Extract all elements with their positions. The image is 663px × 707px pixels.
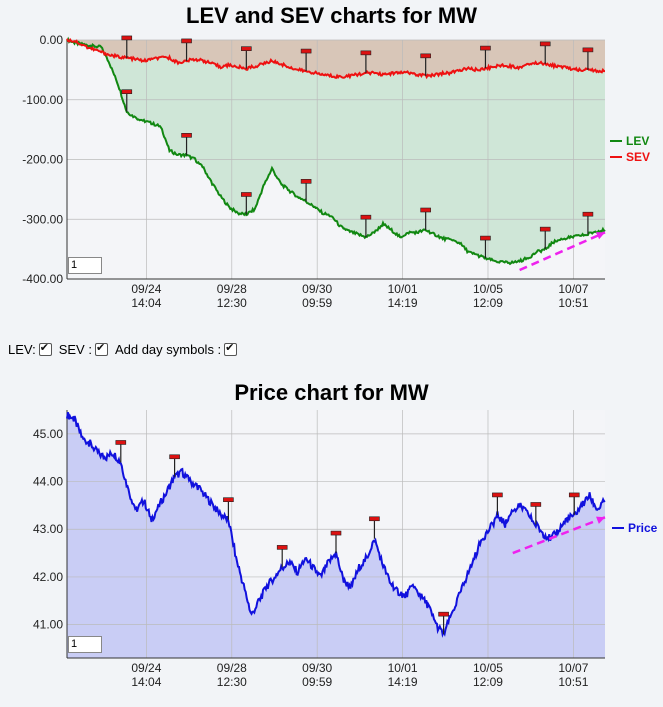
day-marker-icon: [181, 133, 192, 156]
x-tick-label: 09/24: [131, 661, 161, 675]
price-zoom-input[interactable]: 1: [68, 636, 102, 653]
lev-checkbox[interactable]: [38, 341, 52, 356]
y-tick-label: -100.00: [22, 93, 63, 107]
day-marker-icon: [369, 516, 380, 539]
sev-series-line: [66, 37, 606, 80]
day-marker-icon: [181, 38, 192, 61]
day-marker-icon: [121, 35, 133, 58]
day-symbols-checkbox[interactable]: [224, 341, 238, 356]
day-marker-icon: [169, 454, 180, 477]
day-marker-icon: [539, 226, 551, 250]
day-marker-icon: [492, 492, 503, 515]
x-tick-label: 14:04: [131, 296, 161, 310]
x-tick-label: 10/05: [473, 661, 503, 675]
trend-arrow-head-icon: [596, 516, 605, 524]
day-symbols-checkbox-label: Add day symbols :: [114, 342, 222, 357]
day-marker-icon: [530, 502, 542, 525]
day-marker-icon: [438, 611, 449, 635]
lev-sev-zoom-input[interactable]: 1: [68, 257, 102, 274]
day-marker-icon: [223, 497, 234, 520]
day-marker-icon: [300, 179, 312, 202]
series-controls: LEV: SEV : Add day symbols :: [8, 341, 241, 357]
trend-arrow-line: [519, 231, 606, 272]
day-marker-icon: [330, 530, 342, 554]
x-tick-label: 14:19: [388, 675, 418, 689]
day-marker-icon: [568, 492, 580, 515]
sev-checkbox-label: SEV :: [58, 342, 92, 357]
legend-label-sev: SEV: [626, 150, 650, 164]
x-tick-label: 12:09: [473, 675, 503, 689]
x-tick-label: 09:59: [302, 296, 332, 310]
y-tick-label: 0.00: [40, 33, 64, 47]
day-marker-icon: [276, 545, 288, 568]
x-tick-label: 09:59: [302, 675, 332, 689]
lev-area-fill: [67, 40, 605, 263]
lev-sev-chart[interactable]: 0.00-100.00-200.00-300.00-400.0009/2414:…: [0, 0, 663, 330]
y-tick-label: -300.00: [22, 212, 63, 226]
price-area-fill: [67, 414, 605, 658]
x-tick-label: 09/28: [217, 661, 247, 675]
x-tick-label: 09/28: [217, 282, 247, 296]
day-marker-icon: [360, 50, 372, 73]
lev-sev-chart-title: LEV and SEV charts for MW: [186, 3, 477, 28]
x-tick-label: 09/24: [131, 282, 161, 296]
x-tick-label: 10/07: [558, 661, 588, 675]
x-tick-label: 12:30: [217, 296, 247, 310]
x-tick-label: 10/01: [388, 661, 418, 675]
y-tick-label: 42.00: [33, 570, 63, 584]
day-marker-icon: [420, 207, 431, 231]
x-tick-label: 12:30: [217, 675, 247, 689]
lev-series-line: [66, 36, 606, 266]
sev-checkbox[interactable]: [94, 341, 108, 356]
day-marker-icon: [480, 45, 491, 69]
legend-label-lev: LEV: [626, 134, 649, 148]
y-tick-label: 45.00: [33, 427, 63, 441]
day-marker-icon: [480, 235, 491, 259]
trend-arrow-head-icon: [596, 232, 605, 240]
day-marker-icon: [539, 41, 551, 64]
y-tick-label: 44.00: [33, 475, 63, 489]
x-tick-label: 10:51: [558, 296, 588, 310]
day-marker-icon: [300, 48, 312, 72]
y-tick-label: 41.00: [33, 618, 63, 632]
day-marker-icon: [241, 192, 252, 215]
legend-label-price: Price: [628, 521, 658, 535]
day-marker-icon: [582, 47, 594, 70]
y-tick-label: -400.00: [22, 272, 63, 286]
x-tick-label: 10/05: [473, 282, 503, 296]
x-tick-label: 10/01: [388, 282, 418, 296]
x-tick-label: 14:19: [388, 296, 418, 310]
day-marker-icon: [582, 211, 594, 235]
x-tick-label: 12:09: [473, 296, 503, 310]
day-marker-icon: [121, 89, 133, 112]
lev-checkbox-label: LEV:: [8, 342, 36, 357]
day-marker-icon: [360, 214, 372, 238]
day-marker-icon: [420, 53, 431, 76]
x-tick-label: 10/07: [558, 282, 588, 296]
x-tick-label: 10:51: [558, 675, 588, 689]
x-tick-label: 09/30: [302, 661, 332, 675]
x-tick-label: 14:04: [131, 675, 161, 689]
day-marker-icon: [241, 46, 252, 69]
day-marker-icon: [115, 440, 127, 463]
x-tick-label: 09/30: [302, 282, 332, 296]
y-tick-label: 43.00: [33, 522, 63, 536]
y-tick-label: -200.00: [22, 153, 63, 167]
trend-arrow-line: [512, 516, 606, 555]
price-chart-title: Price chart for MW: [234, 380, 429, 405]
